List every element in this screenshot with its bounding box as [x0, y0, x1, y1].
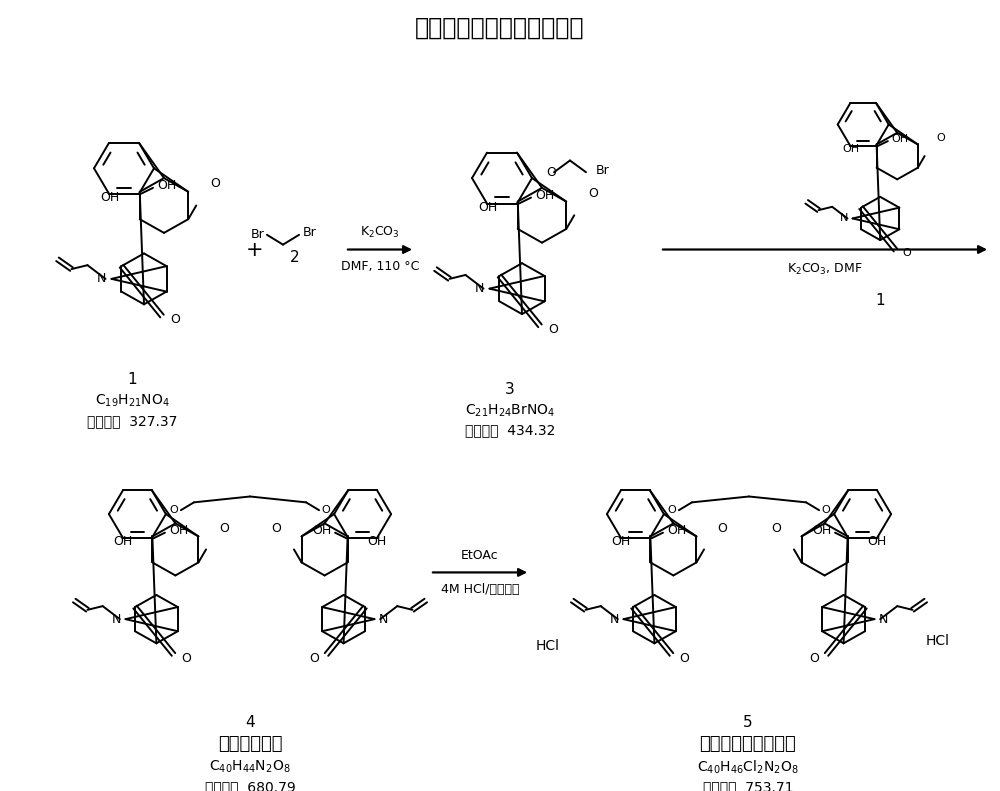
Text: O: O — [822, 505, 830, 515]
Text: OH: OH — [169, 524, 188, 537]
Text: 1: 1 — [875, 293, 885, 308]
Text: O: O — [309, 652, 319, 664]
Text: O: O — [271, 523, 281, 536]
Text: C$_{19}$H$_{21}$NO$_4$: C$_{19}$H$_{21}$NO$_4$ — [95, 393, 169, 410]
Text: OH: OH — [891, 134, 908, 145]
Text: 纳洛酮二聚体盐酸盐的合成: 纳洛酮二聚体盐酸盐的合成 — [415, 15, 585, 40]
Text: 纳洛酮二聚体: 纳洛酮二聚体 — [218, 735, 282, 753]
Text: Br: Br — [596, 164, 610, 176]
Text: 分子量：  434.32: 分子量： 434.32 — [465, 423, 555, 437]
Text: 1: 1 — [127, 372, 137, 387]
Text: O: O — [322, 505, 330, 515]
Text: HCl: HCl — [926, 634, 950, 648]
Text: O: O — [771, 523, 781, 536]
Text: O: O — [809, 652, 819, 664]
Text: O: O — [548, 324, 558, 336]
Text: +: + — [246, 240, 264, 259]
Text: O: O — [902, 248, 911, 259]
Text: Br: Br — [251, 229, 265, 241]
Text: 分子量：  753.71: 分子量： 753.71 — [703, 780, 793, 791]
Text: O: O — [936, 133, 945, 142]
Text: N: N — [609, 613, 619, 626]
Text: 4M HCl/二氧六环: 4M HCl/二氧六环 — [441, 582, 519, 596]
Text: OH: OH — [612, 536, 631, 548]
Text: OH: OH — [478, 201, 497, 214]
Text: 2: 2 — [290, 250, 300, 265]
Text: OH: OH — [867, 536, 886, 548]
Text: 纳洛酮二聚体盐酸盐: 纳洛酮二聚体盐酸盐 — [700, 735, 796, 753]
Text: OH: OH — [157, 180, 176, 192]
Text: K$_2$CO$_3$, DMF: K$_2$CO$_3$, DMF — [787, 262, 863, 277]
Text: Br: Br — [303, 226, 317, 240]
Text: DMF, 110 °C: DMF, 110 °C — [341, 259, 419, 273]
Text: 5: 5 — [743, 714, 753, 729]
Text: O: O — [170, 505, 178, 515]
Text: N: N — [879, 613, 889, 626]
Text: OH: OH — [367, 536, 386, 548]
Text: OH: OH — [100, 191, 119, 204]
Text: O: O — [546, 166, 556, 179]
Text: O: O — [668, 505, 676, 515]
Text: N: N — [379, 613, 389, 626]
Text: O: O — [219, 523, 229, 536]
Text: O: O — [679, 652, 689, 664]
Text: 3: 3 — [505, 382, 515, 397]
Text: N: N — [97, 272, 106, 286]
Text: OH: OH — [312, 524, 331, 537]
Text: EtOAc: EtOAc — [461, 549, 499, 562]
Text: OH: OH — [535, 189, 554, 202]
Text: OH: OH — [842, 145, 859, 154]
Text: O: O — [181, 652, 191, 664]
Text: HCl: HCl — [536, 639, 560, 653]
Text: N: N — [475, 282, 484, 295]
Text: N: N — [840, 214, 848, 223]
Text: 4: 4 — [245, 714, 255, 729]
Text: 分子量：  680.79: 分子量： 680.79 — [205, 780, 295, 791]
Text: OH: OH — [114, 536, 133, 548]
Text: N: N — [111, 613, 121, 626]
Text: C$_{40}$H$_{46}$Cl$_2$N$_{2}$O$_8$: C$_{40}$H$_{46}$Cl$_2$N$_{2}$O$_8$ — [697, 759, 799, 776]
Text: OH: OH — [667, 524, 686, 537]
Text: O: O — [717, 523, 727, 536]
Text: C$_{21}$H$_{24}$BrNO$_4$: C$_{21}$H$_{24}$BrNO$_4$ — [465, 403, 555, 419]
Text: O: O — [210, 177, 220, 191]
Text: O: O — [588, 187, 598, 200]
Text: 分子量：  327.37: 分子量： 327.37 — [87, 414, 177, 428]
Text: OH: OH — [812, 524, 831, 537]
Text: C$_{40}$H$_{44}$N$_{2}$O$_8$: C$_{40}$H$_{44}$N$_{2}$O$_8$ — [209, 759, 291, 775]
Text: O: O — [170, 313, 180, 327]
Text: K$_2$CO$_3$: K$_2$CO$_3$ — [360, 225, 400, 240]
